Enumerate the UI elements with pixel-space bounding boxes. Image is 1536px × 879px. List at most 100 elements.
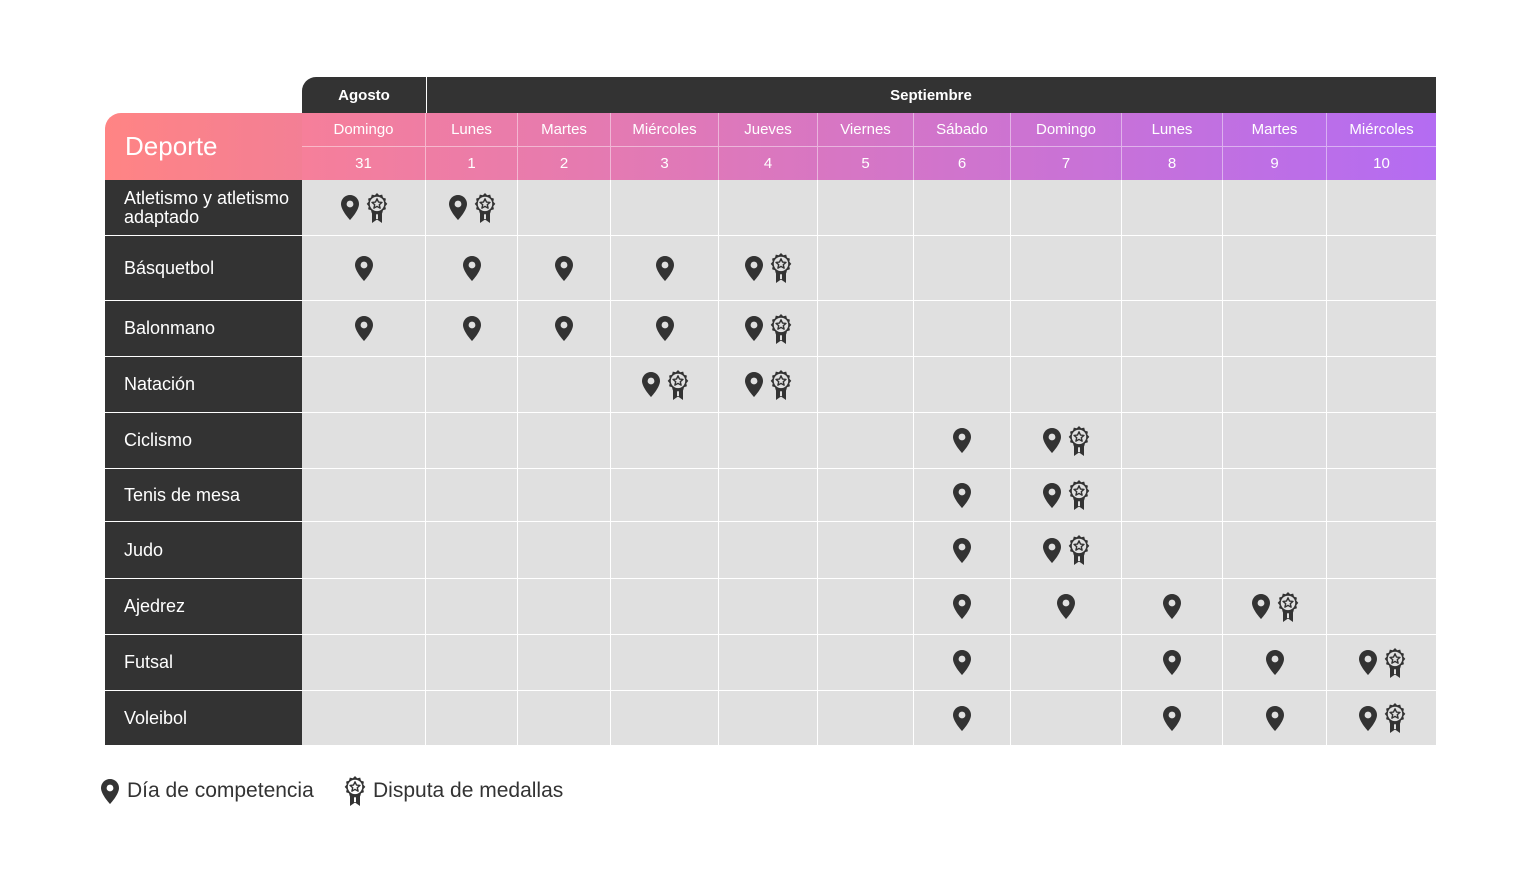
map-pin-icon bbox=[100, 778, 120, 805]
schedule-cell bbox=[818, 635, 914, 691]
schedule-cell bbox=[1223, 522, 1327, 579]
map-pin-icon bbox=[953, 594, 971, 619]
schedule-cell bbox=[1327, 522, 1436, 579]
schedule-cell bbox=[1223, 180, 1327, 236]
sport-label: Judo bbox=[105, 522, 302, 579]
map-pin-icon bbox=[462, 255, 481, 281]
schedule-cell bbox=[818, 301, 914, 357]
map-pin-icon bbox=[953, 482, 971, 508]
schedule-cell bbox=[518, 579, 611, 635]
date-header: 7 bbox=[1011, 147, 1122, 180]
schedule-cell bbox=[1011, 579, 1122, 635]
schedule-cell bbox=[611, 413, 719, 469]
sport-label: Básquetbol bbox=[105, 236, 302, 301]
date-header: 8 bbox=[1122, 147, 1223, 180]
schedule-cell bbox=[1011, 357, 1122, 413]
schedule-cell bbox=[818, 180, 914, 236]
schedule-cell bbox=[518, 691, 611, 746]
sport-column-header: Deporte bbox=[105, 113, 302, 180]
schedule-cell bbox=[426, 579, 518, 635]
schedule-cell bbox=[719, 180, 818, 236]
schedule-cell bbox=[818, 357, 914, 413]
schedule-cell bbox=[611, 635, 719, 691]
date-header: 31 bbox=[302, 147, 426, 180]
map-pin-icon bbox=[953, 428, 971, 453]
sport-label: Voleibol bbox=[105, 691, 302, 746]
map-pin-icon bbox=[745, 316, 763, 341]
schedule-cell bbox=[818, 522, 914, 579]
schedule-cell bbox=[818, 579, 914, 635]
map-pin-icon bbox=[1265, 650, 1284, 675]
map-pin-icon bbox=[101, 778, 119, 804]
schedule-cell bbox=[1011, 301, 1122, 357]
legend-label: Día de competencia bbox=[127, 779, 314, 802]
schedule-cell bbox=[426, 413, 518, 469]
map-pin-icon bbox=[1057, 594, 1075, 619]
map-pin-icon bbox=[555, 255, 573, 281]
weekday-header: Jueves bbox=[719, 113, 818, 146]
schedule-cell bbox=[426, 691, 518, 746]
schedule-cell bbox=[302, 635, 426, 691]
map-pin-icon bbox=[1163, 594, 1181, 619]
weekday-header: Martes bbox=[1223, 113, 1327, 146]
schedule-cell bbox=[1327, 236, 1436, 301]
schedule-cell bbox=[1223, 469, 1327, 522]
schedule-cell bbox=[302, 579, 426, 635]
map-pin-icon bbox=[641, 372, 660, 397]
schedule-cell bbox=[914, 413, 1011, 469]
medal-icon bbox=[1384, 703, 1405, 733]
map-pin-icon bbox=[1043, 428, 1061, 453]
weekday-header: Viernes bbox=[818, 113, 914, 146]
map-pin-icon bbox=[745, 255, 763, 281]
sport-label: Natación bbox=[105, 357, 302, 413]
medal-icon bbox=[1277, 591, 1298, 622]
schedule-cell bbox=[719, 691, 818, 746]
month-header-septiembre: Septiembre bbox=[426, 77, 1436, 113]
medal-icon bbox=[1384, 647, 1405, 678]
schedule-cell bbox=[302, 413, 426, 469]
schedule-cell bbox=[302, 301, 426, 357]
sport-label: Ciclismo bbox=[105, 413, 302, 469]
sport-label: Atletismo y atletismo adaptado bbox=[105, 180, 302, 236]
schedule-cell bbox=[611, 522, 719, 579]
sport-label: Tenis de mesa bbox=[105, 469, 302, 522]
sport-label: Ajedrez bbox=[105, 579, 302, 635]
date-header: 6 bbox=[914, 147, 1011, 180]
schedule-cell bbox=[1011, 522, 1122, 579]
schedule-cell bbox=[1011, 635, 1122, 691]
date-header: 2 bbox=[518, 147, 611, 180]
schedule-cell bbox=[914, 301, 1011, 357]
medal-icon bbox=[344, 776, 366, 806]
schedule-cell bbox=[1122, 635, 1223, 691]
schedule-cell bbox=[518, 522, 611, 579]
schedule-cell bbox=[302, 357, 426, 413]
schedule-cell bbox=[426, 180, 518, 236]
schedule-cell bbox=[1223, 301, 1327, 357]
schedule-cell bbox=[426, 522, 518, 579]
schedule-cell bbox=[611, 469, 719, 522]
schedule-cell bbox=[1122, 413, 1223, 469]
weekday-header: Sábado bbox=[914, 113, 1011, 146]
schedule-cell bbox=[1327, 579, 1436, 635]
map-pin-icon bbox=[953, 537, 971, 563]
map-pin-icon bbox=[462, 316, 481, 341]
schedule-cell bbox=[719, 522, 818, 579]
schedule-cell bbox=[518, 357, 611, 413]
schedule-cell bbox=[611, 301, 719, 357]
map-pin-icon bbox=[1163, 650, 1181, 675]
map-pin-icon bbox=[953, 705, 971, 731]
schedule-cell bbox=[1327, 301, 1436, 357]
schedule-cell bbox=[818, 691, 914, 746]
weekday-header: Domingo bbox=[1011, 113, 1122, 146]
schedule-cell bbox=[719, 635, 818, 691]
map-pin-icon bbox=[1163, 705, 1181, 731]
schedule-cell bbox=[1223, 691, 1327, 746]
legend-label: Disputa de medallas bbox=[373, 779, 564, 802]
weekday-header: Lunes bbox=[426, 113, 518, 146]
medal-icon bbox=[1068, 535, 1090, 565]
schedule-cell bbox=[1011, 691, 1122, 746]
map-pin-icon bbox=[953, 650, 971, 675]
map-pin-icon bbox=[1043, 537, 1061, 563]
schedule-cell bbox=[426, 301, 518, 357]
